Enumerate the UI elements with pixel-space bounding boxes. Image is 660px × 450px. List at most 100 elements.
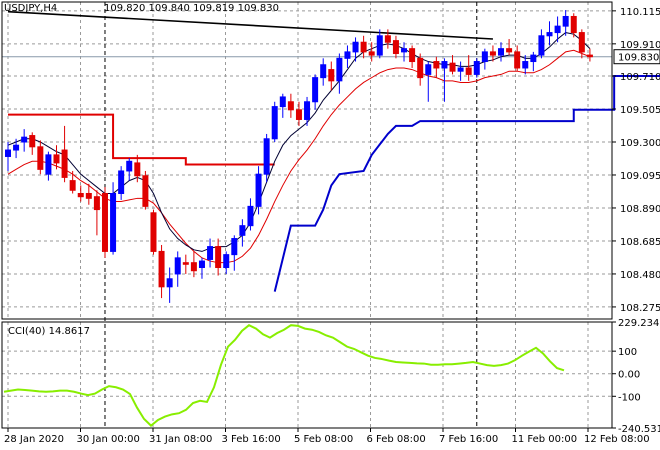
candle <box>118 166 125 200</box>
candle-body <box>182 262 189 265</box>
candle <box>77 185 84 202</box>
x-tick-label: 11 Feb 00:00 <box>512 434 578 445</box>
candle-body <box>578 32 585 53</box>
candle <box>586 48 593 62</box>
candle-body <box>45 154 52 175</box>
candle <box>570 13 577 38</box>
x-tick-label: 3 Feb 16:00 <box>222 434 281 445</box>
cci-y-tick-label: -100 <box>618 392 641 403</box>
candle-body <box>134 162 141 177</box>
candle <box>134 154 141 183</box>
candles <box>5 10 593 303</box>
candle <box>344 45 351 68</box>
candle <box>255 166 262 215</box>
candle <box>546 21 553 46</box>
candle-body <box>118 170 125 194</box>
candle-body <box>417 57 424 79</box>
x-tick-label: 12 Feb 08:00 <box>584 434 650 445</box>
candle <box>271 101 278 142</box>
candle <box>433 56 440 78</box>
x-tick-label: 30 Jan 00:00 <box>77 434 140 445</box>
ohlc-readout: 109.820 109.840 109.819 109.830 <box>104 3 279 14</box>
candle-body <box>223 254 230 269</box>
candle-body <box>384 35 391 43</box>
candle-body <box>506 48 513 53</box>
candle <box>247 198 254 231</box>
main-grid <box>2 2 612 428</box>
candle-body <box>271 106 278 140</box>
candle <box>287 93 294 118</box>
x-tick-label: 6 Feb 08:00 <box>367 434 426 445</box>
candle-body <box>142 175 149 207</box>
y-tick-label: 109.505 <box>620 105 660 116</box>
candle-body <box>37 146 44 170</box>
candle <box>530 51 537 72</box>
trendline <box>7 10 493 40</box>
x-tick-label: 7 Feb 16:00 <box>439 434 498 445</box>
candle <box>417 53 424 86</box>
candle <box>295 101 302 126</box>
candle <box>457 61 464 81</box>
candle-body <box>13 144 20 151</box>
x-tick-label: 31 Jan 08:00 <box>149 434 212 445</box>
candle <box>522 55 529 75</box>
candle-body <box>328 69 335 82</box>
ma-slow-line <box>7 49 591 264</box>
candle-body <box>287 101 294 111</box>
candle-body <box>514 51 521 69</box>
candle <box>45 151 52 181</box>
candle-body <box>198 260 205 269</box>
candle-body <box>320 64 327 79</box>
candle-body <box>425 64 432 75</box>
candle-body <box>489 51 496 56</box>
candle <box>198 257 205 279</box>
candle-body <box>53 154 60 164</box>
y-tick-label: 110.115 <box>620 7 660 18</box>
candle <box>465 55 472 81</box>
candle <box>126 158 133 181</box>
candle-body <box>207 246 214 260</box>
candle-body <box>481 51 488 63</box>
candle <box>174 251 181 287</box>
candle <box>53 145 60 170</box>
candle-body <box>255 173 262 207</box>
candle <box>85 183 92 205</box>
candle-body <box>433 61 440 69</box>
current-price-tag <box>613 49 660 65</box>
candle-body <box>304 101 311 120</box>
upper-step-line <box>8 113 275 166</box>
candle <box>182 254 189 274</box>
lower-step-line <box>273 75 660 292</box>
candle <box>150 209 157 255</box>
candle <box>498 42 505 62</box>
candle-body <box>69 180 76 191</box>
candle-body <box>29 135 36 148</box>
candle <box>207 238 214 268</box>
candle <box>425 61 432 102</box>
candle-body <box>360 41 367 53</box>
candle-body <box>126 160 133 172</box>
y-tick-label: 108.275 <box>620 303 660 314</box>
candle-body <box>21 136 28 143</box>
candle <box>538 29 545 59</box>
candle <box>352 37 359 62</box>
candle <box>554 16 561 43</box>
candle-body <box>530 54 537 63</box>
candle <box>304 96 311 126</box>
candle <box>328 61 335 91</box>
candle-body <box>473 61 480 75</box>
candle <box>441 58 448 102</box>
candle-body <box>215 246 222 269</box>
candle-body <box>538 35 545 56</box>
candle <box>110 182 117 255</box>
y-tick-label: 109.095 <box>620 171 660 182</box>
candle-body <box>166 278 173 288</box>
candle-body <box>279 96 286 108</box>
candle <box>142 170 149 210</box>
candle-body <box>77 192 84 198</box>
chart-symbol-label: USDJPY,H4 <box>4 3 57 14</box>
candle <box>29 132 36 155</box>
y-tick-label: 108.890 <box>620 204 660 215</box>
